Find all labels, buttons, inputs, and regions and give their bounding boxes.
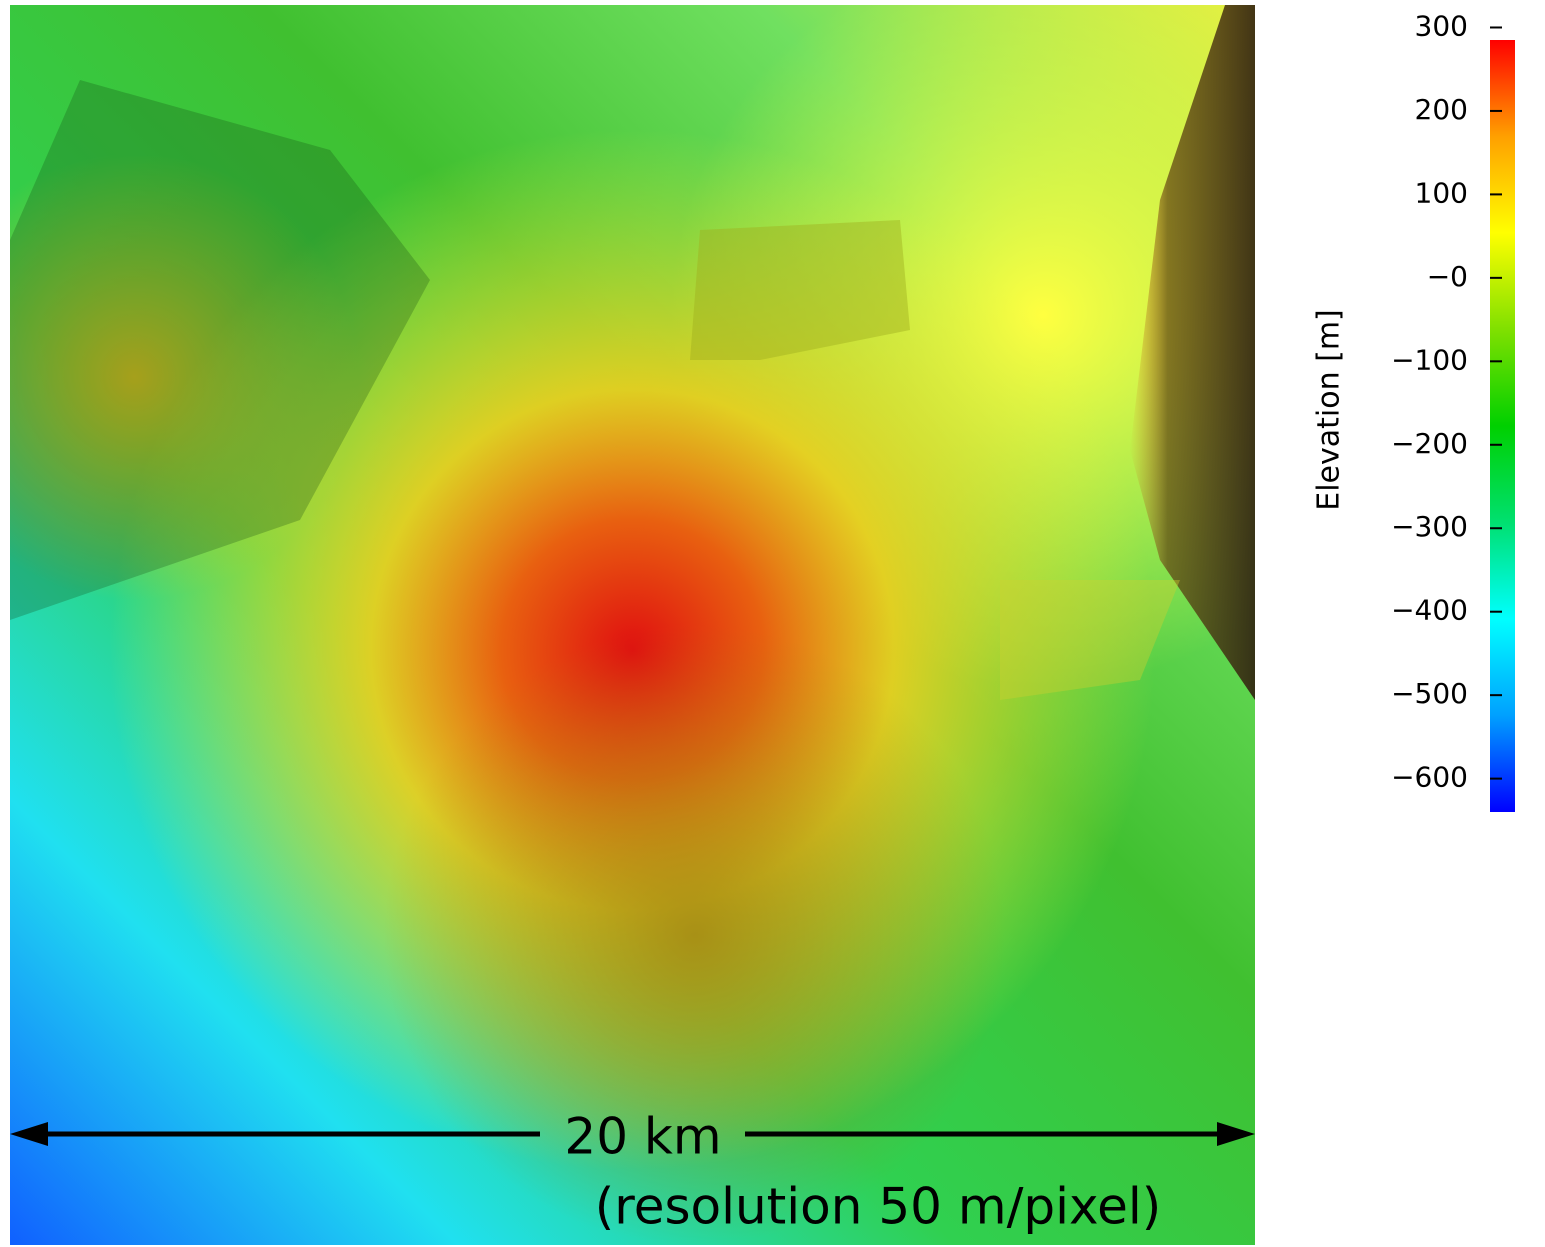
colorbar-tick-label: −600 [1391,761,1468,794]
colorbar-tick-label: −200 [1391,427,1468,460]
colorbar-tick-label: −100 [1391,343,1468,376]
colorbar-gradient [1490,40,1515,812]
scale-note: (resolution 50 m/pixel) [595,1178,1162,1236]
elevation-map [10,5,1255,1245]
scale-label: 20 km [564,1108,721,1166]
colorbar-tick-label: −400 [1391,594,1468,627]
colorbar-tick-label: −0 [1427,260,1468,293]
colorbar-tick-label: −500 [1391,677,1468,710]
colorbar-tick-label: −300 [1391,510,1468,543]
colorbar-label: Elevation [m] [1312,309,1347,511]
colorbar-tick-label: 100 [1415,176,1468,209]
page: {"map": { "colorbar": { "label": "Elevat… [0,0,1545,1247]
colorbar-tick-label: 300 [1415,9,1468,42]
colorbar-tick-label: 200 [1415,93,1468,126]
figure: 20 km (resolution 50 m/pixel) Elevation … [0,0,1545,1247]
colorbar: Elevation [m] 300 200 100 −0 −100 −200 −300 −40… [1312,9,1516,812]
